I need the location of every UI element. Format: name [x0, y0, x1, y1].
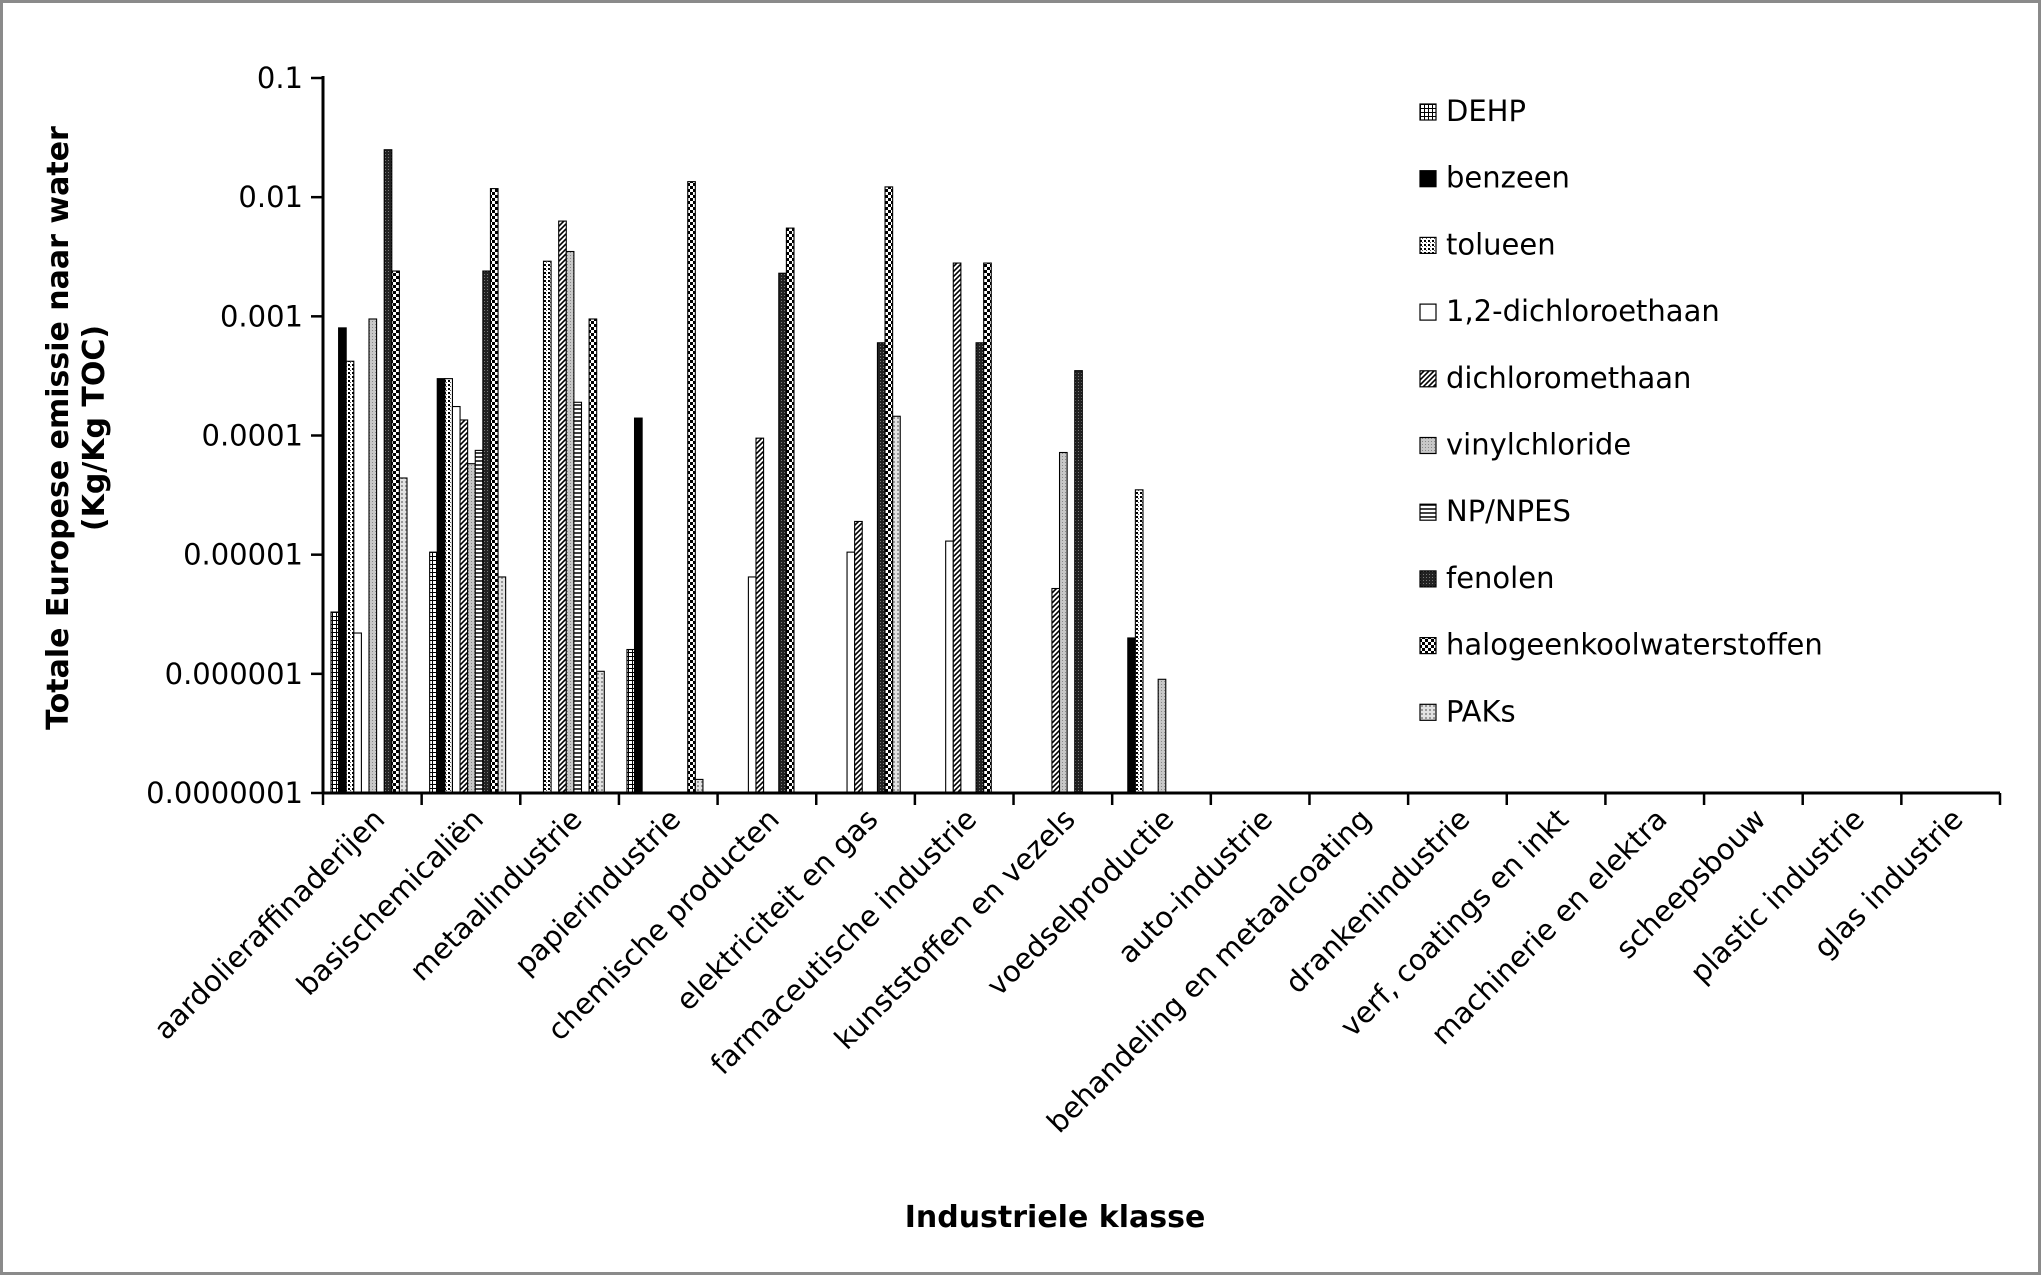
- bar-dichloromethaan-2: [558, 220, 567, 794]
- y-tick-label: 0.1: [257, 61, 303, 95]
- bar-dehp-3: [626, 648, 636, 794]
- bar-fenolen-7: [1074, 370, 1083, 794]
- legend-label: 1,2-dichloroethaan: [1446, 294, 1720, 328]
- y-tick-label: 0.0001: [202, 419, 303, 453]
- bar-fenolen-5: [876, 342, 886, 794]
- bar-paks-3: [694, 778, 704, 794]
- bar-vinylchloride-1: [467, 463, 476, 794]
- bar-halogeenkoolwaterstoffen-1: [489, 188, 499, 794]
- bar-benzeen-1: [436, 378, 446, 794]
- bar-vinylchloride-0: [368, 318, 378, 794]
- bar-tolueen-0: [345, 360, 355, 794]
- bar-tolueen-2: [542, 260, 552, 794]
- bar-paks-5: [892, 415, 901, 794]
- y-tick-label: 0.000001: [165, 657, 303, 691]
- bar-vinylchloride-2: [565, 250, 575, 794]
- x-axis-title: Industriele klasse: [905, 1200, 1206, 1235]
- bar-vinylchloride-8: [1157, 678, 1167, 794]
- bar-dichloromethaan-7: [1051, 587, 1061, 794]
- legend-label: vinylchloride: [1446, 428, 1631, 462]
- bar-halogeenkoolwaterstoffen-4: [785, 227, 795, 794]
- bar-1-2-dichloroethaan-1: [451, 405, 461, 794]
- y-tick-label: 0.00001: [183, 538, 303, 572]
- legend-label: DEHP: [1446, 94, 1526, 128]
- legend-label: halogeenkoolwaterstoffen: [1446, 628, 1823, 662]
- y-tick-label: 0.001: [220, 299, 303, 333]
- legend-swatch: [1419, 636, 1437, 655]
- bar-vinylchloride-7: [1058, 451, 1068, 794]
- legend-label: NP/NPES: [1446, 494, 1571, 528]
- bar-tolueen-1: [444, 378, 454, 794]
- y-tick-label: 0.0000001: [146, 776, 303, 810]
- legend-swatch: [1419, 236, 1437, 254]
- bar-dichloromethaan-5: [854, 520, 863, 794]
- bar-tolueen-8: [1134, 489, 1144, 794]
- legend-swatch: [1419, 103, 1437, 121]
- bar-1-2-dichloroethaan-5: [846, 551, 856, 794]
- bar-1-2-dichloroethaan-4: [747, 576, 757, 794]
- legend-swatch: [1419, 170, 1437, 188]
- bar-fenolen-6: [975, 342, 985, 794]
- legend-swatch: [1419, 503, 1437, 521]
- legend-swatch: [1419, 370, 1437, 388]
- y-tick-label: 0.01: [238, 180, 303, 214]
- y-axis-title-line1: Totale Europese emissie naar water: [41, 126, 76, 730]
- legend-label: PAKs: [1446, 694, 1516, 728]
- bar-fenolen-0: [383, 149, 393, 794]
- legend: DEHP benzeen tolueen 1,2-dichloroethaan dich…: [1419, 94, 1823, 728]
- bar-np-npes-1: [474, 449, 484, 794]
- y-axis-title-line2: (Kg/Kg TOC): [77, 325, 112, 531]
- bar-halogeenkoolwaterstoffen-5: [884, 186, 894, 794]
- bar-dichloromethaan-4: [755, 437, 765, 794]
- bar-np-npes-2: [573, 401, 583, 794]
- bar-1-2-dichloroethaan-6: [945, 540, 954, 794]
- legend-label: fenolen: [1446, 561, 1554, 595]
- bar-paks-1: [497, 576, 507, 794]
- bar-paks-0: [398, 477, 408, 794]
- bar-benzeen-0: [338, 327, 347, 794]
- bar-dehp-1: [429, 551, 438, 794]
- bar-benzeen-8: [1127, 637, 1136, 794]
- legend-swatch: [1419, 703, 1437, 721]
- bar-dichloromethaan-6: [952, 262, 962, 794]
- bar-dehp-0: [330, 611, 340, 794]
- bar-halogeenkoolwaterstoffen-2: [588, 318, 598, 794]
- bar-paks-2: [596, 670, 605, 794]
- bar-1-2-dichloroethaan-0: [353, 632, 362, 794]
- bar-fenolen-4: [778, 272, 787, 794]
- bar-benzeen-3: [633, 417, 643, 794]
- bar-fenolen-1: [482, 270, 492, 794]
- bar-halogeenkoolwaterstoffen-3: [687, 181, 696, 794]
- legend-swatch: [1419, 436, 1437, 455]
- legend-label: tolueen: [1446, 227, 1556, 261]
- legend-label: benzeen: [1446, 161, 1570, 195]
- bar-halogeenkoolwaterstoffen-6: [983, 262, 992, 794]
- legend-swatch: [1419, 570, 1437, 588]
- legend-swatch: [1419, 303, 1437, 321]
- legend-label: dichloromethaan: [1446, 361, 1691, 395]
- bar-halogeenkoolwaterstoffen-0: [391, 270, 400, 794]
- bar-dichloromethaan-1: [459, 419, 469, 794]
